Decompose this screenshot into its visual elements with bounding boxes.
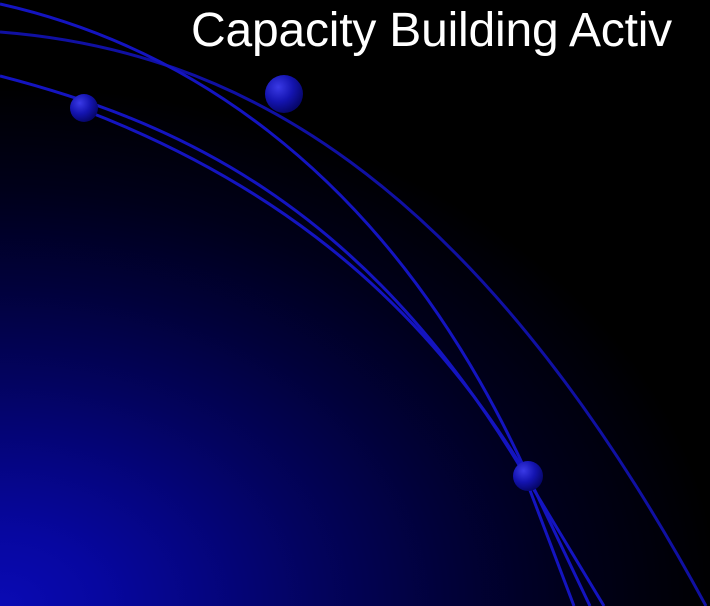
orb-large — [265, 75, 303, 113]
arc-upper — [0, 2, 592, 606]
arc-outer — [0, 30, 708, 606]
slide-title: Capacity Building Activ — [191, 4, 672, 57]
orb-lower — [513, 461, 543, 491]
arc-middle — [0, 74, 606, 606]
orb-left — [70, 94, 98, 122]
arc-lower — [83, 108, 576, 606]
